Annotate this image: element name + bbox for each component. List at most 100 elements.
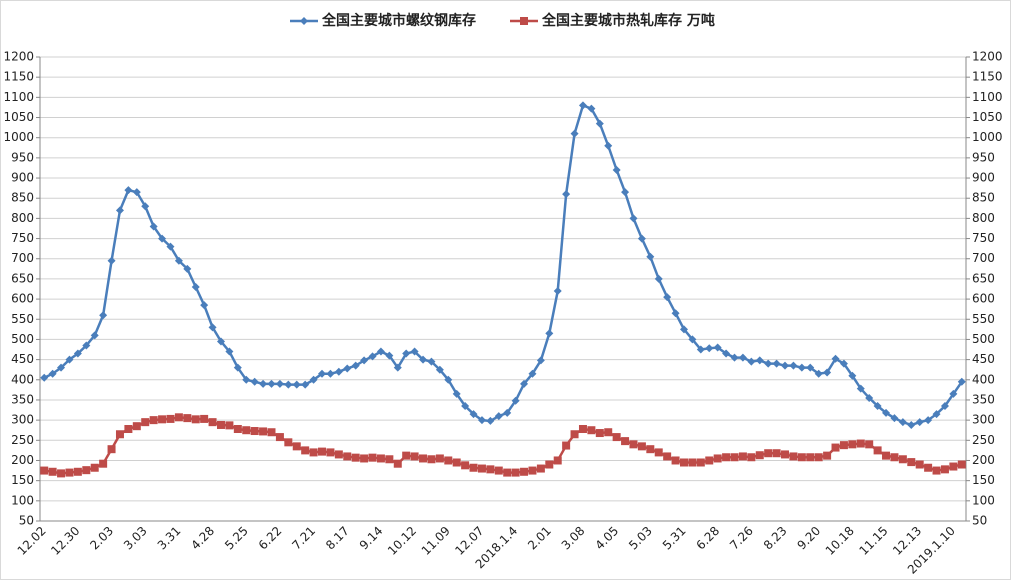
marker (907, 458, 916, 467)
legend-marker (300, 17, 308, 25)
series (40, 413, 966, 478)
marker (301, 446, 310, 455)
marker (166, 242, 175, 251)
marker (587, 104, 596, 113)
y-tick-label: 200 (11, 453, 34, 467)
y2-tick-label: 550 (972, 312, 995, 326)
marker (200, 301, 209, 310)
marker (225, 421, 234, 430)
marker (848, 440, 857, 449)
y2-tick-label: 900 (972, 171, 995, 185)
marker (957, 460, 966, 469)
marker (73, 349, 82, 358)
marker (848, 371, 857, 380)
marker (284, 438, 293, 447)
y2-tick-label: 1000 (972, 130, 1003, 144)
marker (806, 453, 815, 462)
marker (562, 190, 571, 199)
marker (452, 389, 461, 398)
marker (528, 466, 537, 475)
y2-tick-label: 800 (972, 211, 995, 225)
marker (65, 468, 74, 477)
marker (595, 119, 604, 128)
marker (940, 465, 949, 474)
marker (158, 415, 167, 424)
marker (940, 402, 949, 411)
y2-tick-label: 500 (972, 332, 995, 346)
marker (747, 357, 756, 366)
marker (486, 416, 495, 425)
marker (326, 448, 335, 457)
marker (326, 369, 335, 378)
y-tick-label: 950 (11, 150, 34, 164)
marker (158, 234, 167, 243)
y-tick-label: 1100 (3, 90, 34, 104)
marker (553, 287, 562, 296)
marker (360, 454, 369, 463)
marker (115, 430, 124, 439)
marker (705, 344, 714, 353)
marker (90, 463, 99, 472)
y2-tick-label: 750 (972, 231, 995, 245)
y-tick-label: 750 (11, 231, 34, 245)
marker (469, 410, 478, 419)
marker (621, 188, 630, 197)
marker (873, 446, 882, 455)
marker (124, 186, 133, 195)
marker (368, 453, 377, 462)
marker (637, 442, 646, 451)
marker (528, 369, 537, 378)
y2-tick-label: 600 (972, 292, 995, 306)
marker (48, 369, 57, 378)
marker (149, 416, 158, 425)
y-tick-label: 500 (11, 332, 34, 346)
marker (225, 347, 234, 356)
y-tick-label: 50 (19, 514, 34, 528)
marker (520, 379, 529, 388)
marker (419, 454, 428, 463)
marker (124, 425, 133, 434)
y-tick-label: 900 (11, 171, 34, 185)
y2-tick-label: 950 (972, 150, 995, 164)
marker (191, 415, 200, 424)
marker (183, 264, 192, 273)
marker (57, 469, 66, 478)
y2-tick-label: 150 (972, 473, 995, 487)
marker (242, 375, 251, 384)
marker (789, 452, 798, 461)
y-tick-label: 1150 (3, 70, 34, 84)
marker (722, 453, 731, 462)
marker (730, 453, 739, 462)
marker (141, 418, 150, 427)
marker (806, 363, 815, 372)
marker (494, 412, 503, 421)
marker (747, 453, 756, 462)
marker (444, 456, 453, 465)
marker (856, 439, 865, 448)
marker (839, 359, 848, 368)
marker (368, 352, 377, 361)
marker (40, 466, 49, 475)
marker (334, 450, 343, 459)
marker (612, 165, 621, 174)
y2-tick-label: 50 (972, 514, 987, 528)
marker (663, 293, 672, 302)
y2-tick-label: 200 (972, 453, 995, 467)
marker (949, 389, 958, 398)
marker (511, 396, 520, 405)
marker (334, 367, 343, 376)
marker (351, 453, 360, 462)
marker (444, 375, 453, 384)
marker (419, 355, 428, 364)
y-tick-label: 850 (11, 191, 34, 205)
y-tick-label: 450 (11, 352, 34, 366)
marker (898, 455, 907, 464)
marker (461, 461, 470, 470)
marker (191, 282, 200, 291)
marker (797, 363, 806, 372)
marker (915, 418, 924, 427)
y2-tick-label: 400 (972, 372, 995, 386)
marker (208, 418, 217, 427)
marker (208, 323, 217, 332)
y2-tick-label: 1100 (972, 90, 1003, 104)
